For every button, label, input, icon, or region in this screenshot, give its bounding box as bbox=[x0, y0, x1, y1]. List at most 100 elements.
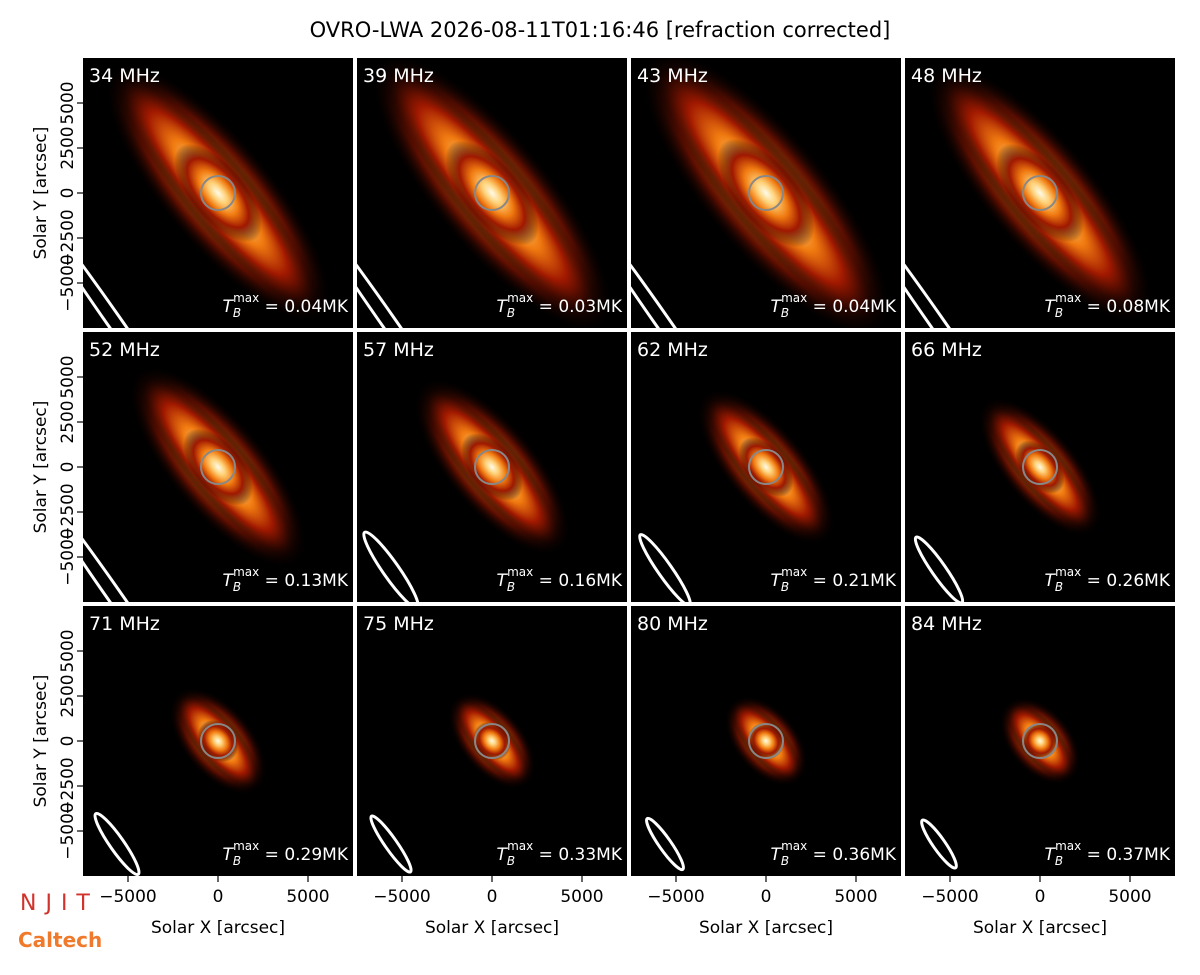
beam bbox=[369, 814, 413, 874]
beam bbox=[362, 530, 420, 602]
x-axis-label: Solar X [arcsec] bbox=[425, 918, 559, 938]
y-tick-label: 2500 bbox=[58, 674, 78, 717]
solar-disk bbox=[474, 449, 510, 485]
tb-subscript: B bbox=[781, 306, 789, 320]
solar-disk bbox=[748, 723, 784, 759]
tb-unit: MK bbox=[1144, 845, 1171, 865]
tb-max-annotation: TBmax = 0.29MK bbox=[222, 839, 348, 868]
y-tick-label: −2500 bbox=[58, 209, 78, 267]
tb-symbol: T bbox=[496, 845, 508, 865]
tb-superscript: max bbox=[1055, 839, 1081, 853]
tb-max-annotation: TBmax = 0.16MK bbox=[496, 565, 622, 594]
x-tick-label: 5000 bbox=[286, 887, 329, 907]
tb-value: 0.21 bbox=[832, 571, 870, 591]
beam bbox=[357, 195, 475, 328]
panel: 57 MHz TBmax = 0.16MK bbox=[357, 332, 627, 602]
emission-core bbox=[1022, 723, 1058, 759]
tb-value: 0.33 bbox=[558, 845, 596, 865]
x-tick-label: 0 bbox=[213, 887, 224, 907]
tb-unit: MK bbox=[596, 297, 623, 317]
panel: 71 MHz TBmax = 0.29MK bbox=[83, 606, 353, 876]
tb-subscript: B bbox=[233, 854, 241, 868]
tb-relation: = bbox=[259, 297, 284, 317]
tb-superscript: max bbox=[507, 839, 533, 853]
frequency-label: 39 MHz bbox=[363, 65, 434, 87]
tb-superscript: max bbox=[507, 565, 533, 579]
tb-value: 0.36 bbox=[832, 845, 870, 865]
figure-title: OVRO-LWA 2026-08-11T01:16:46 [refraction… bbox=[310, 18, 891, 42]
solar-disk bbox=[748, 449, 784, 485]
frequency-label: 57 MHz bbox=[363, 339, 434, 361]
x-axis-label: Solar X [arcsec] bbox=[151, 918, 285, 938]
beam bbox=[83, 195, 201, 328]
panel: 75 MHz TBmax = 0.33MK bbox=[357, 606, 627, 876]
solar-disk bbox=[474, 723, 510, 759]
tb-value: 0.04 bbox=[284, 297, 322, 317]
solar-disk bbox=[1022, 175, 1058, 211]
tb-symbol: T bbox=[1044, 297, 1056, 317]
tb-superscript: max bbox=[1055, 565, 1081, 579]
panel: 39 MHz TBmax = 0.03MK bbox=[357, 58, 627, 328]
tb-max-annotation: TBmax = 0.03MK bbox=[496, 291, 622, 320]
beam bbox=[631, 195, 749, 328]
x-axis-label: Solar X [arcsec] bbox=[973, 918, 1107, 938]
panel: 66 MHz TBmax = 0.26MK bbox=[905, 332, 1175, 602]
tb-max-annotation: TBmax = 0.26MK bbox=[1044, 565, 1170, 594]
x-tick-label: −5000 bbox=[373, 887, 431, 907]
tb-symbol: T bbox=[222, 845, 234, 865]
tb-relation: = bbox=[533, 297, 558, 317]
frequency-label: 84 MHz bbox=[911, 613, 982, 635]
tb-unit: MK bbox=[870, 297, 897, 317]
tb-superscript: max bbox=[233, 839, 259, 853]
tb-subscript: B bbox=[781, 580, 789, 594]
beam bbox=[93, 811, 141, 876]
emission-core bbox=[1015, 440, 1065, 494]
panel: 34 MHz TBmax = 0.04MK bbox=[83, 58, 353, 328]
tb-max-annotation: TBmax = 0.37MK bbox=[1044, 839, 1170, 868]
tb-unit: MK bbox=[870, 571, 897, 591]
tb-subscript: B bbox=[507, 580, 515, 594]
tb-value: 0.04 bbox=[832, 297, 870, 317]
tb-max-annotation: TBmax = 0.13MK bbox=[222, 565, 348, 594]
tb-symbol: T bbox=[1044, 571, 1056, 591]
tb-symbol: T bbox=[222, 297, 234, 317]
panel: 62 MHz TBmax = 0.21MK bbox=[631, 332, 901, 602]
y-tick-label: 0 bbox=[58, 462, 78, 473]
x-tick-label: 0 bbox=[487, 887, 498, 907]
frequency-label: 52 MHz bbox=[89, 339, 160, 361]
y-tick-label: −5000 bbox=[58, 802, 78, 860]
frequency-label: 43 MHz bbox=[637, 65, 708, 87]
tb-subscript: B bbox=[1055, 854, 1063, 868]
x-tick-label: 5000 bbox=[834, 887, 877, 907]
tb-superscript: max bbox=[1055, 291, 1081, 305]
beam bbox=[920, 818, 958, 870]
x-tick-label: −5000 bbox=[647, 887, 705, 907]
emission-core bbox=[473, 722, 511, 760]
y-tick-label: 5000 bbox=[58, 81, 78, 124]
tb-symbol: T bbox=[496, 297, 508, 317]
tb-symbol: T bbox=[770, 297, 782, 317]
tb-unit: MK bbox=[322, 571, 349, 591]
emission-core bbox=[996, 143, 1084, 243]
tb-subscript: B bbox=[1055, 306, 1063, 320]
tb-max-annotation: TBmax = 0.21MK bbox=[770, 565, 896, 594]
tb-unit: MK bbox=[596, 845, 623, 865]
panel: 80 MHz TBmax = 0.36MK bbox=[631, 606, 901, 876]
frequency-label: 34 MHz bbox=[89, 65, 160, 87]
frequency-label: 62 MHz bbox=[637, 339, 708, 361]
solar-disk bbox=[474, 175, 510, 211]
emission-core bbox=[197, 719, 239, 763]
panel: 48 MHz TBmax = 0.08MK bbox=[905, 58, 1175, 328]
y-tick-label: −5000 bbox=[58, 528, 78, 586]
emission-core bbox=[748, 723, 784, 759]
x-tick-label: −5000 bbox=[921, 887, 979, 907]
tb-relation: = bbox=[807, 845, 832, 865]
y-tick-label: 2500 bbox=[58, 400, 78, 443]
emission-core bbox=[461, 433, 523, 501]
tb-value: 0.13 bbox=[284, 571, 322, 591]
y-tick-label: 5000 bbox=[58, 355, 78, 398]
panel: 84 MHz TBmax = 0.37MK bbox=[905, 606, 1175, 876]
tb-symbol: T bbox=[1044, 845, 1056, 865]
tb-superscript: max bbox=[781, 839, 807, 853]
